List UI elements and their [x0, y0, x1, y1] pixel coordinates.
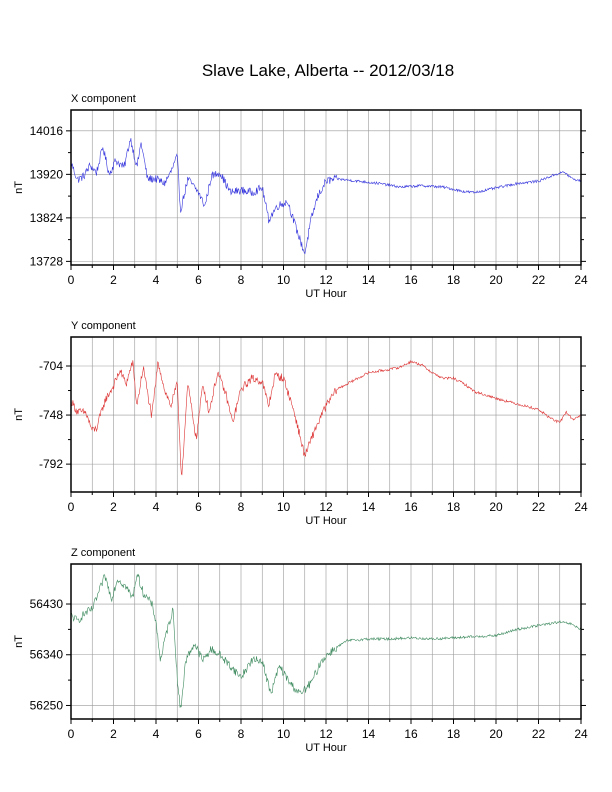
x-tick-label: 6 — [195, 500, 202, 514]
x-tick-label: 22 — [532, 273, 546, 287]
x-tick-label: 24 — [574, 727, 588, 741]
x-tick-label: 4 — [153, 273, 160, 287]
x-tick-label: 0 — [68, 500, 75, 514]
y-tick-label: 13728 — [30, 254, 64, 268]
y-tick-label: 56430 — [30, 597, 64, 611]
x-tick-label: 14 — [362, 500, 376, 514]
x-tick-label: 12 — [319, 500, 333, 514]
x-tick-label: 12 — [319, 273, 333, 287]
x-tick-label: 12 — [319, 727, 333, 741]
chart-title: Slave Lake, Alberta -- 2012/03/18 — [202, 61, 454, 80]
x-axis-label: UT Hour — [305, 742, 347, 754]
x-tick-label: 0 — [68, 273, 75, 287]
data-series-line — [70, 359, 582, 476]
x-tick-label: 22 — [532, 727, 546, 741]
x-tick-label: 16 — [404, 500, 418, 514]
x-tick-label: 16 — [404, 273, 418, 287]
y-tick-label: 56340 — [30, 648, 64, 662]
x-tick-label: 20 — [489, 273, 503, 287]
x-tick-label: 18 — [447, 727, 461, 741]
y-tick-label: -792 — [39, 457, 63, 471]
data-series-line — [70, 138, 582, 255]
x-tick-label: 2 — [110, 727, 117, 741]
y-axis-label: nT — [13, 181, 25, 194]
x-tick-label: 18 — [447, 273, 461, 287]
x-tick-label: 14 — [362, 727, 376, 741]
x-tick-label: 8 — [238, 500, 245, 514]
x-tick-label: 24 — [574, 273, 588, 287]
x-tick-label: 22 — [532, 500, 546, 514]
y-tick-label: 56250 — [30, 698, 64, 712]
x-tick-label: 6 — [195, 273, 202, 287]
panel-title: X component — [71, 93, 136, 105]
x-tick-label: 4 — [153, 500, 160, 514]
y-tick-label: 13824 — [30, 211, 64, 225]
y-tick-label: -748 — [39, 408, 63, 422]
panel-title: Y component — [71, 320, 136, 332]
x-tick-label: 10 — [277, 273, 291, 287]
x-tick-label: 6 — [195, 727, 202, 741]
x-tick-label: 2 — [110, 500, 117, 514]
data-series-line — [70, 573, 582, 708]
x-tick-label: 10 — [277, 727, 291, 741]
x-tick-label: 16 — [404, 727, 418, 741]
x-tick-label: 24 — [574, 500, 588, 514]
x-tick-label: 4 — [153, 727, 160, 741]
y-axis-label: nT — [13, 408, 25, 421]
x-tick-label: 8 — [238, 727, 245, 741]
x-tick-label: 14 — [362, 273, 376, 287]
x-tick-label: 8 — [238, 273, 245, 287]
y-tick-label: -704 — [39, 359, 63, 373]
y-tick-label: 14016 — [30, 124, 64, 138]
x-tick-label: 10 — [277, 500, 291, 514]
panel-title: Z component — [71, 547, 135, 559]
x-tick-label: 18 — [447, 500, 461, 514]
x-tick-label: 20 — [489, 727, 503, 741]
y-tick-label: 13920 — [30, 167, 64, 181]
y-axis-label: nT — [13, 635, 25, 648]
x-tick-label: 20 — [489, 500, 503, 514]
x-tick-label: 2 — [110, 273, 117, 287]
x-axis-label: UT Hour — [305, 288, 347, 300]
x-tick-label: 0 — [68, 727, 75, 741]
x-axis-label: UT Hour — [305, 515, 347, 527]
